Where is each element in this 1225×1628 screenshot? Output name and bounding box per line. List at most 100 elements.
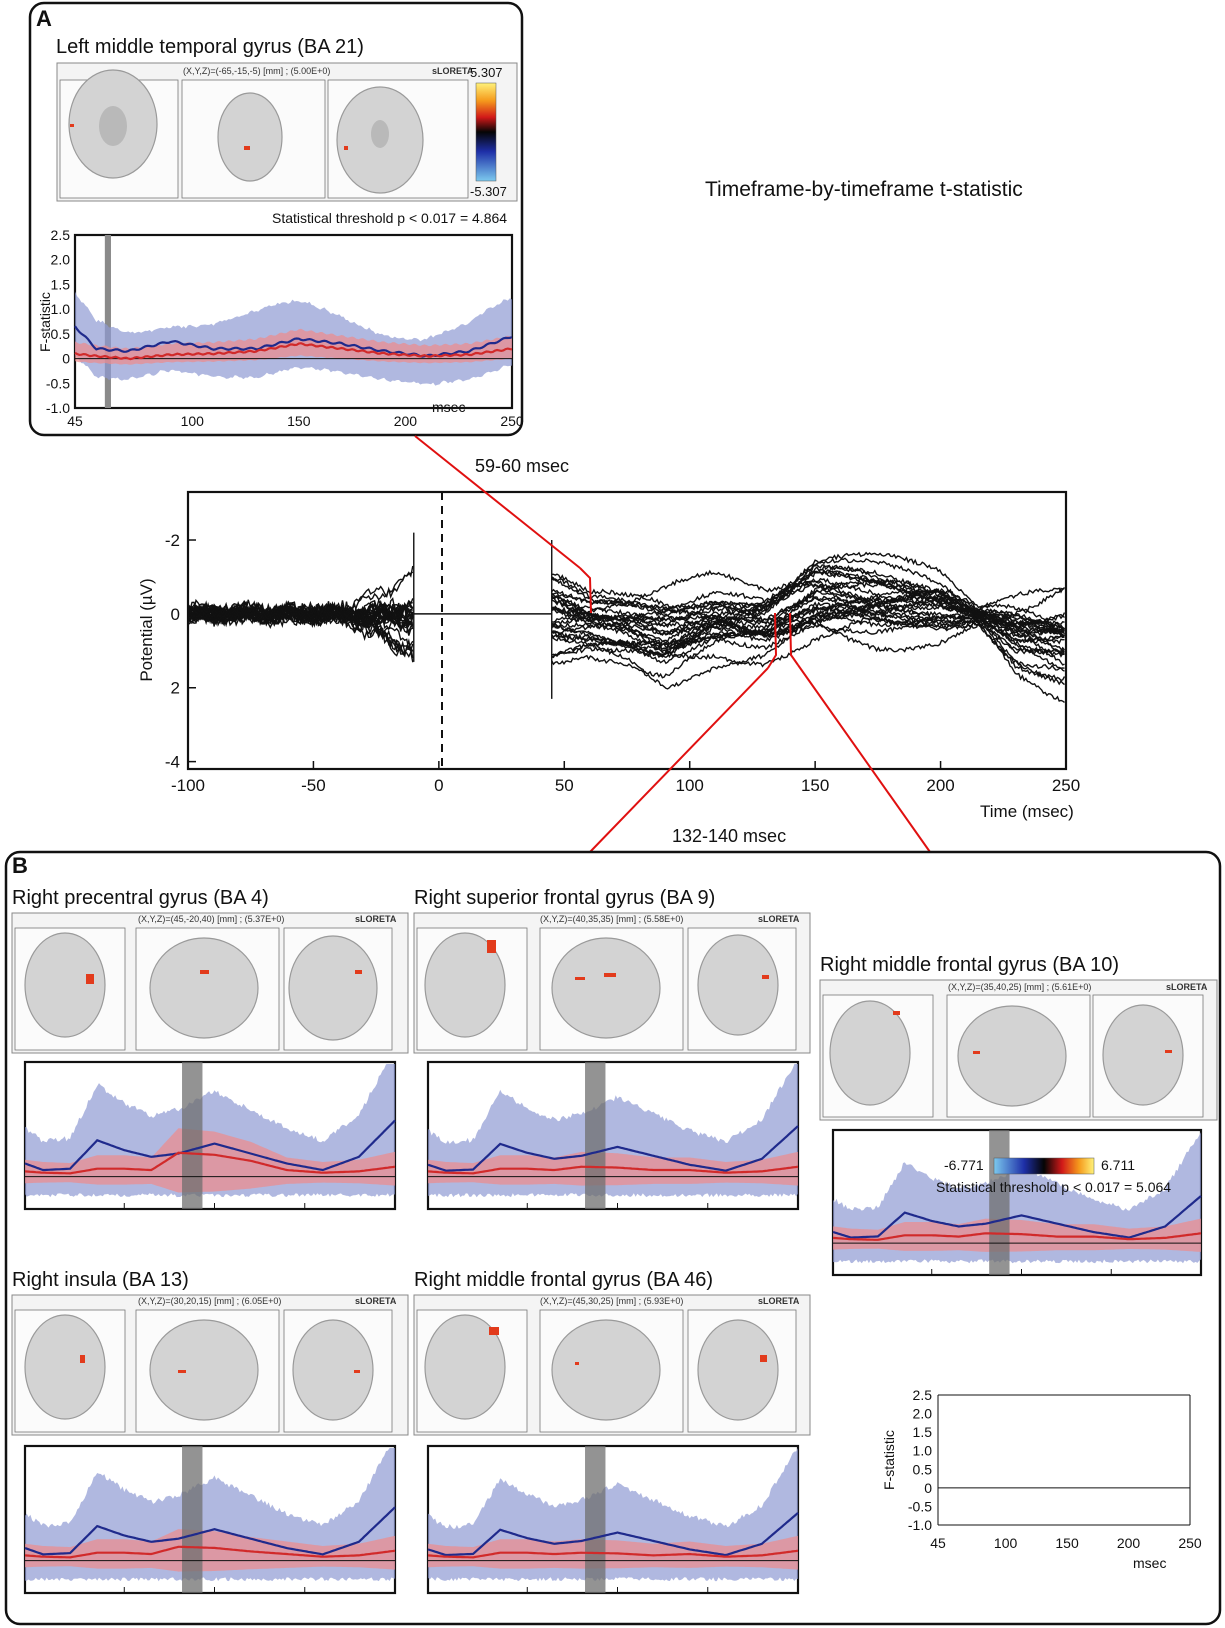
ytick-label: -4 bbox=[165, 753, 180, 772]
channel-trace bbox=[551, 590, 1065, 651]
window-b-end-marker bbox=[789, 612, 799, 666]
red-mean-line bbox=[74, 342, 513, 361]
window-a-marker bbox=[579, 567, 592, 614]
blue-mean-line bbox=[24, 1506, 396, 1556]
xtick-label: 200 bbox=[394, 413, 418, 429]
main-xlabel: Time (msec) bbox=[980, 802, 1074, 821]
ytick-label: 2.0 bbox=[51, 252, 71, 268]
xtick-label: 250 bbox=[1052, 776, 1080, 795]
connector-lines bbox=[414, 435, 931, 853]
panel-a-xticks: 45 100 150 200 250 bbox=[67, 413, 524, 429]
panel-a-yticks: 2.5 2.0 1.5 1.0 0.5 0 -0.5 -1.0 bbox=[46, 227, 70, 416]
brain-views-ba13: (X,Y,Z)=(30,20,15) [mm] ; (6.05E+0) sLOR… bbox=[11, 1294, 409, 1436]
xtick-label: 200 bbox=[926, 776, 954, 795]
legend-ytick-label: 2.0 bbox=[913, 1406, 933, 1422]
panel-a-fstat-plot bbox=[73, 233, 514, 410]
butterfly-plot bbox=[186, 490, 1068, 771]
channel-trace bbox=[551, 606, 1065, 679]
legend-ylabel: F-statistic bbox=[881, 1430, 897, 1490]
ytick-label: 0 bbox=[62, 351, 70, 367]
legend-ytick-label: 1.0 bbox=[913, 1443, 933, 1459]
legend-ytick-label: -1.0 bbox=[908, 1517, 932, 1533]
blue-mean-line bbox=[427, 1512, 799, 1557]
coord-readout-a: (X,Y,Z)=(-65,-15,-5) [mm] ; (5.00E+0) bbox=[183, 66, 330, 76]
brain-views-ba46: (X,Y,Z)=(45,30,25) [mm] ; (5.93E+0) sLOR… bbox=[413, 1294, 811, 1436]
legend-ytick-label: -0.5 bbox=[908, 1498, 932, 1514]
region-title-ba4: Right precentral gyrus (BA 4) bbox=[12, 887, 269, 909]
software-label-a: sLORETA bbox=[432, 66, 474, 76]
colorbar-b-min: -6.771 bbox=[944, 1157, 984, 1173]
window-b-start-marker bbox=[767, 612, 778, 669]
ytick-label: 1.5 bbox=[51, 276, 71, 292]
red-mean-line bbox=[24, 1151, 396, 1175]
region-title-ba13: Right insula (BA 13) bbox=[12, 1269, 189, 1291]
time-window-highlight bbox=[585, 1446, 606, 1593]
butterfly-plot-frame bbox=[186, 490, 1068, 771]
time-window-highlight bbox=[989, 1130, 1010, 1275]
coord-ba4: (X,Y,Z)=(45,-20,40) [mm] ; (5.37E+0) bbox=[138, 914, 284, 924]
region-fstat-plots bbox=[23, 1060, 1203, 1595]
ytick-label: 0 bbox=[171, 605, 180, 624]
main-yticks: -2 0 2 -4 bbox=[165, 531, 196, 772]
threshold-a: Statistical threshold p < 0.017 = 4.864 bbox=[272, 210, 507, 226]
time-window-highlight bbox=[182, 1446, 203, 1593]
software-ba4: sLORETA bbox=[355, 914, 397, 924]
fstat-plot-ba9 bbox=[426, 1060, 800, 1211]
panel-a-region-title: Left middle temporal gyrus (BA 21) bbox=[56, 36, 364, 58]
time-window-highlight bbox=[182, 1062, 203, 1209]
panel-a-ylabel: F-statistic bbox=[37, 292, 53, 352]
brain-views-ba4: (X,Y,Z)=(45,-20,40) [mm] ; (5.37E+0) sLO… bbox=[11, 912, 409, 1054]
xtick-label: 150 bbox=[287, 413, 311, 429]
panel-b-label: B bbox=[12, 853, 28, 878]
legend-yticks: 2.5 2.0 1.5 1.0 0.5 0 -0.5 -1.0 bbox=[908, 1387, 932, 1533]
coord-ba10: (X,Y,Z)=(35,40,25) [mm] ; (5.61E+0) bbox=[948, 982, 1091, 992]
legend-ytick-label: 0.5 bbox=[913, 1461, 933, 1477]
window-b-label: 132-140 msec bbox=[672, 826, 786, 846]
legend-ytick-label: 0 bbox=[924, 1480, 932, 1496]
region-title-ba46: Right middle frontal gyrus (BA 46) bbox=[414, 1269, 713, 1291]
xtick-label: 250 bbox=[500, 413, 524, 429]
red-mean-line bbox=[24, 1545, 396, 1559]
colorbar-b-max: 6.711 bbox=[1101, 1157, 1135, 1173]
legend-xtick-label: 45 bbox=[930, 1535, 946, 1551]
channel-trace bbox=[551, 596, 1065, 690]
software-ba13: sLORETA bbox=[355, 1296, 397, 1306]
colorbar-a-max: 5.307 bbox=[470, 65, 503, 80]
main-plot-title: Timeframe-by-timeframe t-statistic bbox=[705, 178, 1023, 201]
legend-xtick-label: 200 bbox=[1117, 1535, 1141, 1551]
region-title-ba10: Right middle frontal gyrus (BA 10) bbox=[820, 954, 1119, 976]
xtick-label: 100 bbox=[676, 776, 704, 795]
legend-xticks: 45 100 150 200 250 bbox=[930, 1535, 1202, 1551]
legend-xtick-label: 150 bbox=[1055, 1535, 1079, 1551]
legend-axes bbox=[937, 1394, 1191, 1526]
window-a-label: 59-60 msec bbox=[475, 456, 569, 476]
xtick-label: 150 bbox=[801, 776, 829, 795]
panel-a-label: A bbox=[36, 6, 52, 31]
threshold-b: Statistical threshold p < 0.017 = 5.064 bbox=[936, 1179, 1171, 1195]
colorbar-b bbox=[993, 1157, 1095, 1175]
legend-xtick-label: 100 bbox=[994, 1535, 1018, 1551]
fstat-plot-ba46 bbox=[426, 1444, 800, 1595]
coord-ba13: (X,Y,Z)=(30,20,15) [mm] ; (6.05E+0) bbox=[138, 1296, 281, 1306]
red-mean-line bbox=[427, 1549, 799, 1559]
legend-ytick-label: 2.5 bbox=[913, 1387, 933, 1403]
channel-trace bbox=[187, 602, 414, 633]
xtick-label: 100 bbox=[181, 413, 205, 429]
colorbar-a bbox=[475, 82, 497, 182]
fstat-plot-ba10 bbox=[831, 1128, 1203, 1277]
coord-ba9: (X,Y,Z)=(40,35,35) [mm] ; (5.58E+0) bbox=[540, 914, 683, 924]
ytick-label: 0.5 bbox=[51, 326, 71, 342]
xtick-label: -100 bbox=[171, 776, 205, 795]
channel-trace bbox=[187, 565, 414, 624]
brain-views-ba9: (X,Y,Z)=(40,35,35) [mm] ; (5.58E+0) sLOR… bbox=[413, 912, 811, 1054]
colorbar-a-min: -5.307 bbox=[470, 184, 507, 199]
panel-a-xunit: msec bbox=[432, 399, 465, 415]
xtick-label: 50 bbox=[555, 776, 574, 795]
time-window-highlight bbox=[585, 1062, 606, 1209]
activation-marker bbox=[70, 124, 74, 127]
red-mean-line bbox=[832, 1232, 1202, 1241]
blue-mean-line bbox=[832, 1195, 1202, 1239]
ytick-label: 2 bbox=[171, 679, 180, 698]
blue-mean-line bbox=[24, 1119, 396, 1172]
